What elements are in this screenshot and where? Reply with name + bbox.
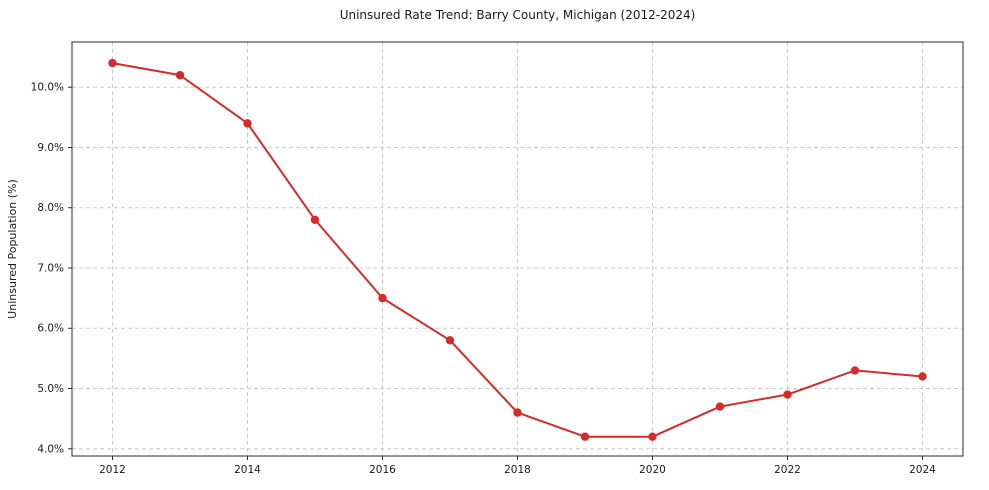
data-point [513,408,522,417]
x-tick-label: 2018 [504,464,531,476]
data-point [648,432,657,441]
y-tick-label: 5.0% [37,383,64,395]
x-tick-label: 2020 [639,464,666,476]
x-tick-label: 2022 [774,464,801,476]
chart-title: Uninsured Rate Trend: Barry County, Mich… [339,8,696,22]
data-point [310,215,320,224]
data-point [850,366,860,375]
data-point [243,119,252,128]
y-tick-label: 8.0% [37,202,64,214]
data-point [715,402,725,411]
data-point [918,372,927,381]
y-tick-label: 4.0% [37,443,64,455]
x-tick-label: 2024 [909,464,936,476]
data-point [378,293,387,303]
y-axis-title: Uninsured Population (%) [6,179,19,319]
data-point [175,70,185,80]
y-tick-label: 9.0% [37,142,64,154]
y-tick-label: 7.0% [37,262,64,274]
data-point [580,432,590,441]
x-tick-label: 2016 [369,464,396,476]
y-tick-label: 6.0% [37,323,64,335]
data-point [445,336,455,345]
y-tick-label: 10.0% [31,82,64,94]
x-tick-label: 2014 [234,464,261,476]
data-point [783,390,792,399]
x-tick-label: 2012 [99,464,126,476]
data-point [108,58,117,68]
